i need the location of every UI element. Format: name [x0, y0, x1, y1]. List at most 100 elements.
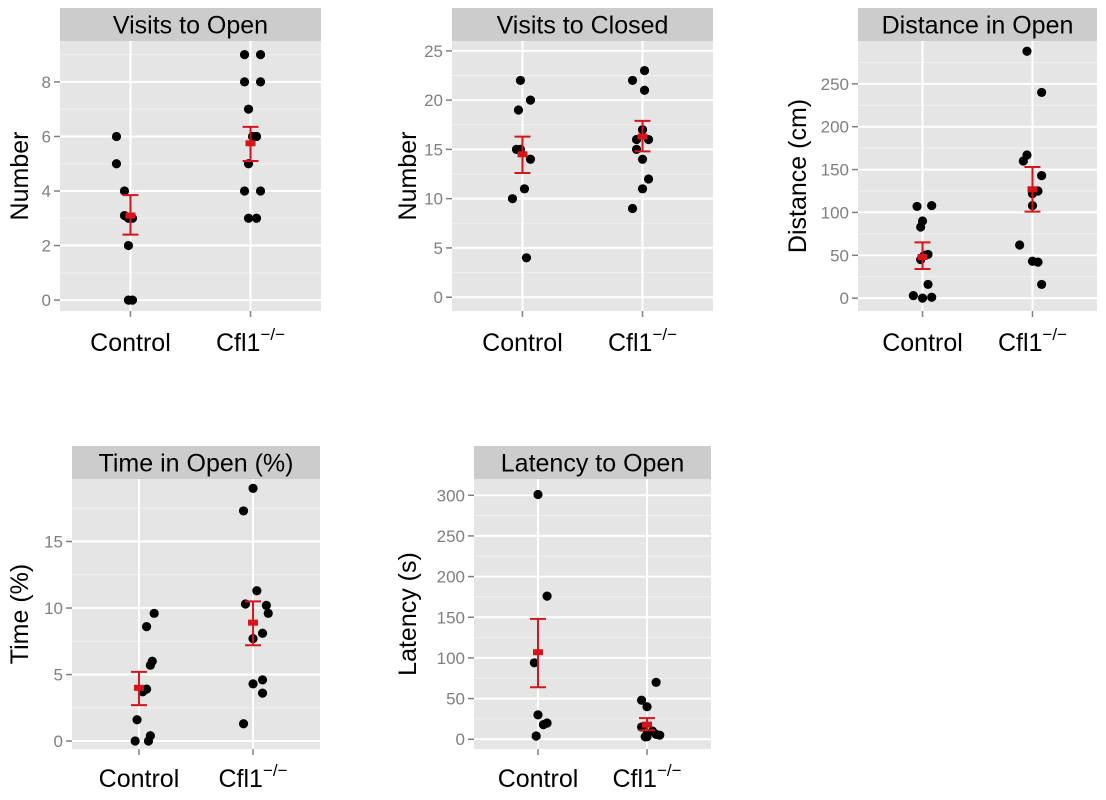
category-name: Control: [482, 329, 563, 357]
data-point: [507, 194, 518, 204]
data-point: [111, 131, 122, 142]
data-point: [145, 660, 155, 670]
data-point: [248, 679, 258, 689]
data-point: [533, 710, 543, 720]
category-name: Cfl1: [219, 765, 263, 793]
data-point: [1037, 170, 1047, 181]
plot-background: [474, 479, 711, 749]
y-tick-label: 10: [424, 190, 443, 209]
x-tick-label: Cfl1−/−: [219, 761, 288, 793]
category-name: Cfl1: [612, 765, 656, 793]
data-point: [1015, 240, 1025, 250]
y-tick-label: 50: [830, 246, 849, 265]
x-tick-label: Cfl1−/−: [216, 325, 285, 357]
y-axis-label: Distance (cm): [784, 99, 812, 253]
y-tick-label: 4: [42, 182, 51, 201]
mean-marker: [245, 140, 256, 147]
category-name: Control: [99, 765, 180, 793]
plot-background: [60, 41, 321, 311]
data-point: [239, 186, 250, 196]
data-point: [149, 608, 159, 618]
data-point: [531, 731, 541, 741]
data-point: [1022, 46, 1032, 56]
y-tick-label: 300: [437, 486, 465, 505]
mean-marker: [642, 721, 653, 728]
data-point: [927, 200, 937, 211]
data-point: [132, 715, 142, 725]
y-tick-label: 5: [434, 239, 443, 258]
category-superscript: −/−: [260, 325, 285, 344]
y-tick-label: 150: [821, 161, 849, 180]
data-point: [642, 732, 652, 742]
y-tick-label: 0: [456, 730, 465, 749]
x-tick-label: Control: [882, 329, 963, 357]
chart-panel: Visits to Closed 0 5 10 15 20 25 Number Control C…: [394, 8, 713, 357]
data-point: [912, 201, 922, 212]
y-tick-label: 10: [44, 599, 63, 618]
data-point: [655, 730, 665, 740]
data-point: [238, 719, 249, 729]
data-point: [916, 222, 926, 232]
data-point: [143, 736, 154, 746]
data-point: [627, 203, 638, 214]
panel-title-strip: [858, 8, 1097, 41]
y-tick-label: 100: [437, 649, 465, 668]
mean-marker: [248, 619, 259, 626]
y-axis-label: Latency (s): [394, 552, 422, 676]
data-point: [643, 174, 654, 184]
x-tick-label: Control: [498, 765, 579, 793]
y-tick-label: 150: [437, 608, 465, 627]
chart-panel: Distance in Open 0 50 100 150 200 250 Distance …: [784, 8, 1097, 357]
y-tick-label: 0: [840, 289, 849, 308]
y-tick-label: 0: [434, 288, 443, 307]
panel-title: Latency to Open: [501, 450, 684, 478]
data-point: [239, 77, 250, 87]
mean-marker: [637, 133, 648, 140]
category-name: Cfl1: [608, 329, 652, 357]
y-tick-label: 250: [437, 527, 465, 546]
data-point: [248, 483, 258, 493]
category-superscript: −/−: [263, 761, 288, 780]
data-point: [927, 292, 937, 302]
x-tick-label: Cfl1−/−: [608, 325, 677, 357]
data-point: [257, 688, 268, 698]
data-point: [127, 295, 138, 305]
data-point: [1037, 87, 1047, 98]
panel-title: Distance in Open: [882, 12, 1074, 40]
y-tick-label: 0: [54, 732, 63, 751]
mean-marker: [532, 649, 543, 656]
data-point: [636, 695, 647, 705]
panel-title-strip: [72, 446, 320, 479]
data-point: [538, 720, 549, 730]
data-point: [651, 677, 661, 687]
category-name: Control: [882, 329, 963, 357]
data-point: [243, 104, 254, 114]
category-superscript: −/−: [652, 325, 677, 344]
y-tick-label: 6: [42, 127, 51, 146]
chart-panel: Time in Open (%) 0 5 10 15 Time (%) Control Cfl…: [6, 446, 320, 793]
data-point: [923, 279, 933, 290]
category-name: Cfl1: [216, 329, 260, 357]
data-point: [627, 75, 638, 86]
y-tick-label: 25: [424, 42, 443, 61]
data-point: [631, 144, 642, 154]
panel-title: Visits to Open: [113, 12, 268, 40]
y-tick-label: 250: [821, 75, 849, 94]
data-point: [263, 608, 273, 618]
category-superscript: −/−: [657, 761, 682, 780]
data-point: [1018, 156, 1028, 166]
data-point: [513, 105, 524, 115]
data-point: [251, 213, 262, 223]
category-name: Cfl1: [998, 329, 1042, 357]
category-superscript: −/−: [1042, 325, 1067, 344]
mean-marker: [133, 684, 144, 691]
y-tick-label: 20: [424, 91, 443, 110]
y-tick-label: 15: [424, 140, 443, 159]
data-point: [251, 131, 262, 142]
y-tick-label: 0: [42, 291, 51, 310]
data-point: [252, 586, 262, 596]
y-axis-label: Time (%): [6, 564, 34, 664]
y-tick-label: 8: [42, 73, 51, 92]
chart-panel: Latency to Open 0 50 100 150 200 250 300 Latency…: [394, 446, 711, 793]
data-point: [637, 154, 648, 164]
